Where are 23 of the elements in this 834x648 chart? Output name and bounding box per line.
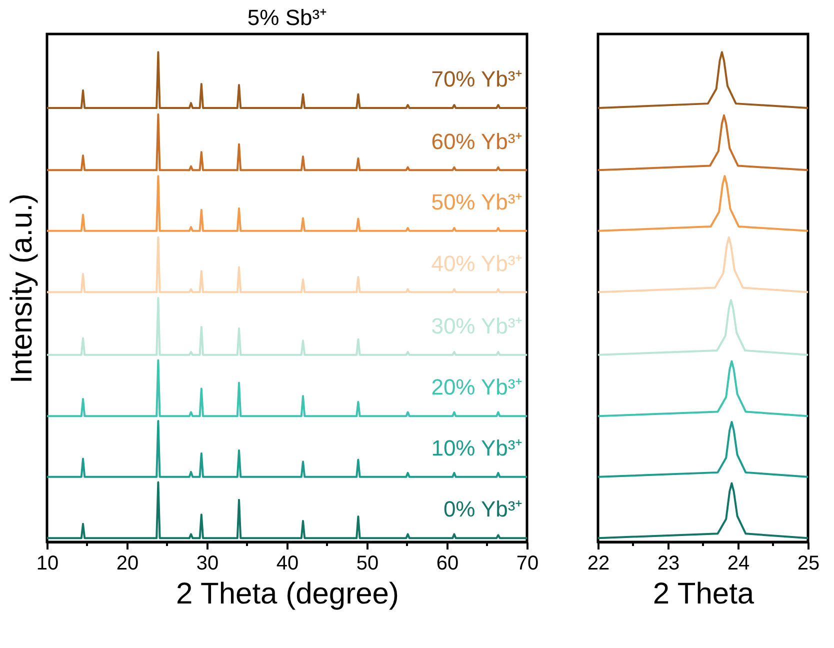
x-tick-label: 50	[356, 552, 379, 574]
x-tick-label: 24	[727, 552, 750, 574]
chart-title: 5% Sb³⁺	[247, 5, 327, 30]
series-label: 60% Yb³⁺	[431, 128, 522, 154]
x-tick-label: 40	[276, 552, 299, 574]
x-tick-label: 23	[657, 552, 680, 574]
x-tick-label: 60	[436, 552, 459, 574]
x-axis-title: 2 Theta	[652, 578, 754, 610]
x-tick-label: 25	[797, 552, 820, 574]
series-label: 0% Yb³⁺	[443, 496, 522, 522]
series-label: 10% Yb³⁺	[431, 435, 522, 460]
x-tick-label: 22	[587, 552, 610, 574]
series-label: 50% Yb³⁺	[431, 190, 522, 215]
x-tick-label: 20	[116, 552, 139, 574]
series-label: 40% Yb³⁺	[431, 250, 522, 276]
x-axis-title: 2 Theta (degree)	[176, 578, 399, 610]
series-label: 20% Yb³⁺	[431, 374, 522, 400]
x-tick-label: 30	[196, 552, 219, 574]
y-axis-title: Intensity (a.u.)	[6, 193, 38, 384]
x-tick-label: 70	[516, 552, 539, 574]
series-label: 30% Yb³⁺	[431, 313, 522, 338]
x-tick-label: 10	[36, 552, 59, 574]
series-label: 70% Yb³⁺	[431, 66, 522, 92]
